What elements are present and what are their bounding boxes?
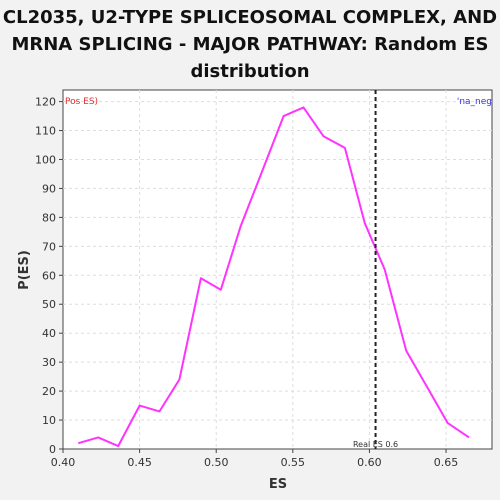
y-tick-label: 0: [49, 443, 56, 456]
x-tick-label: 0.40: [51, 456, 76, 469]
chart-title: CL2035, U2-TYPE SPLICEOSOMAL COMPLEX, AN…: [2, 7, 498, 82]
y-tick-label: 90: [42, 182, 56, 195]
y-tick-label: 10: [42, 414, 56, 427]
y-tick-label: 30: [42, 356, 56, 369]
y-tick-label: 110: [35, 125, 56, 138]
x-tick-label: 0.60: [357, 456, 382, 469]
plot-area: [62, 89, 493, 450]
real-es-label: Real ES 0.6: [353, 440, 398, 449]
axis-layer: 0 10 20 30 40 50 60 70 80 90 100 110 120 0.40 0.45 0.50…: [35, 96, 458, 469]
y-tick-label: 70: [42, 240, 56, 253]
y-tick-label: 80: [42, 211, 56, 224]
legend-left-label: Pos ES): [65, 97, 98, 107]
series-layer: [78, 106, 470, 448]
y-tick-label: 60: [42, 269, 56, 282]
x-tick-label: 0.50: [204, 456, 229, 469]
y-tick-label: 100: [35, 153, 56, 166]
marker-layer: Real ES 0.6: [353, 90, 398, 449]
x-axis-label: ES: [269, 477, 287, 492]
y-tick-label: 20: [42, 385, 56, 398]
legend-right-label: 'na_neg: [457, 97, 492, 107]
y-tick-label: 50: [42, 298, 56, 311]
series-line: [78, 106, 470, 448]
y-tick-label: 40: [42, 327, 56, 340]
y-tick-label: 120: [35, 96, 56, 109]
x-tick-label: 0.65: [434, 456, 459, 469]
y-axis-label: P(ES): [17, 250, 32, 290]
x-tick-label: 0.45: [127, 456, 152, 469]
x-tick-label: 0.55: [281, 456, 306, 469]
